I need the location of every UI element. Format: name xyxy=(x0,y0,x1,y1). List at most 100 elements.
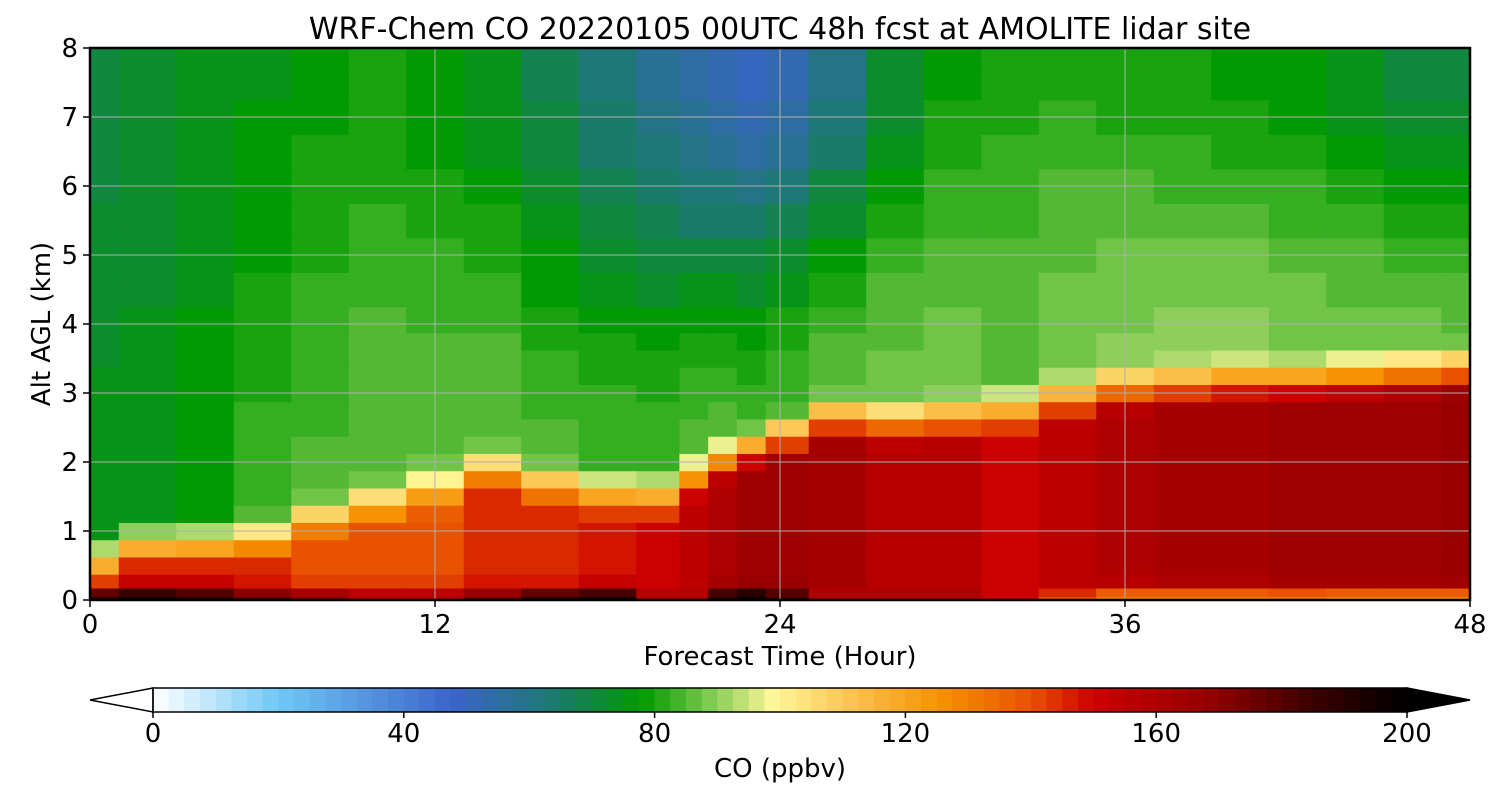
contour-cell xyxy=(708,436,738,454)
contour-cell xyxy=(866,505,925,523)
contour-cell xyxy=(176,134,235,170)
contour-cell xyxy=(736,48,767,66)
contour-cell xyxy=(578,349,637,368)
contour-cell xyxy=(1326,306,1385,334)
contour-cell xyxy=(1268,134,1327,170)
contour-cell xyxy=(765,401,810,420)
x-tick-label: 0 xyxy=(82,610,99,640)
contour-cell xyxy=(1211,596,1270,601)
contour-cell xyxy=(736,349,767,368)
contour-cell xyxy=(578,418,637,437)
contour-cell xyxy=(1383,596,1442,601)
contour-cell xyxy=(348,48,407,66)
contour-cell xyxy=(233,272,292,308)
contour-cell xyxy=(118,332,177,351)
contour-cell xyxy=(1211,436,1270,454)
contour-cell xyxy=(736,596,767,601)
contour-cell xyxy=(521,487,580,506)
contour-cell xyxy=(1326,596,1385,601)
contour-cell xyxy=(118,306,177,334)
contour-cell xyxy=(808,596,867,601)
contour-cell xyxy=(866,487,925,506)
contour-cell xyxy=(521,134,580,170)
contour-cell xyxy=(348,65,407,101)
contour-cell xyxy=(1153,367,1212,385)
contour-cell xyxy=(1153,349,1212,368)
colorbar-segment xyxy=(1344,688,1361,712)
contour-cell xyxy=(1441,587,1471,598)
colorbar-segment xyxy=(1093,688,1110,712)
contour-cell xyxy=(90,203,120,239)
contour-cell xyxy=(463,349,522,368)
contour-cell xyxy=(90,401,120,420)
contour-cell xyxy=(1441,436,1471,454)
contour-cell xyxy=(348,487,407,506)
contour-cell xyxy=(1383,306,1442,334)
contour-cell xyxy=(708,134,738,170)
contour-cell xyxy=(808,487,867,506)
contour-cell xyxy=(1153,272,1212,308)
contour-cell xyxy=(736,539,767,558)
contour-cell xyxy=(1153,470,1212,489)
contour-cell xyxy=(1441,487,1471,506)
contour-cell xyxy=(1326,65,1385,101)
contour-cell xyxy=(923,436,982,454)
colorbar-segment xyxy=(999,688,1016,712)
contour-cell xyxy=(736,65,767,101)
colorbar-segment xyxy=(403,688,420,712)
y-tick-label: 3 xyxy=(61,379,78,409)
contour-cell xyxy=(981,587,1040,598)
contour-cell xyxy=(291,574,350,589)
contour-cell xyxy=(291,367,350,385)
x-tick-label: 36 xyxy=(1108,610,1141,640)
contour-cell xyxy=(808,436,867,454)
colorbar-segment xyxy=(921,688,938,712)
contour-cell xyxy=(348,134,407,170)
contour-cell xyxy=(90,436,120,454)
contour-cell xyxy=(923,332,982,351)
contour-cell xyxy=(1326,48,1385,66)
contour-cell xyxy=(521,436,580,454)
contour-cell xyxy=(636,332,680,351)
contour-cell xyxy=(1268,539,1327,558)
contour-cell xyxy=(679,65,709,101)
contour-cell xyxy=(923,367,982,385)
contour-cell xyxy=(1268,574,1327,589)
contour-cell xyxy=(233,203,292,239)
contour-cell xyxy=(118,65,177,101)
contour-cell xyxy=(636,367,680,385)
contour-cell xyxy=(176,418,235,437)
contour-cell xyxy=(1211,65,1270,101)
contour-cell xyxy=(1038,48,1097,66)
plot-grid xyxy=(90,48,1470,600)
colorbar-segment xyxy=(372,688,389,712)
contour-cell xyxy=(808,272,867,308)
contour-cell xyxy=(708,418,738,437)
contour-cell xyxy=(636,556,680,575)
contour-cell xyxy=(176,574,235,589)
colorbar-tick-label: 200 xyxy=(1382,719,1432,749)
contour-cell xyxy=(233,574,292,589)
contour-cell xyxy=(90,306,120,334)
contour-cell xyxy=(1211,574,1270,589)
contour-cell xyxy=(1268,367,1327,385)
contour-cell xyxy=(291,134,350,170)
colorbar-segment xyxy=(325,688,342,712)
contour-cell xyxy=(636,587,680,598)
contour-cell xyxy=(1383,367,1442,385)
colorbar-segment xyxy=(874,688,891,712)
contour-cell xyxy=(808,401,867,420)
contour-cell xyxy=(1441,596,1471,601)
contour-cell xyxy=(291,470,350,489)
contour-cell xyxy=(1211,587,1270,598)
contour-cell xyxy=(233,65,292,101)
y-tick-label: 1 xyxy=(61,517,78,547)
contour-cell xyxy=(463,487,522,506)
contour-cell xyxy=(923,306,982,334)
contour-cell xyxy=(463,539,522,558)
contour-cell xyxy=(463,436,522,454)
contour-cell xyxy=(1038,203,1097,239)
contour-cell xyxy=(1326,134,1385,170)
colorbar-segment xyxy=(168,688,185,712)
colorbar-segment xyxy=(1140,688,1157,712)
